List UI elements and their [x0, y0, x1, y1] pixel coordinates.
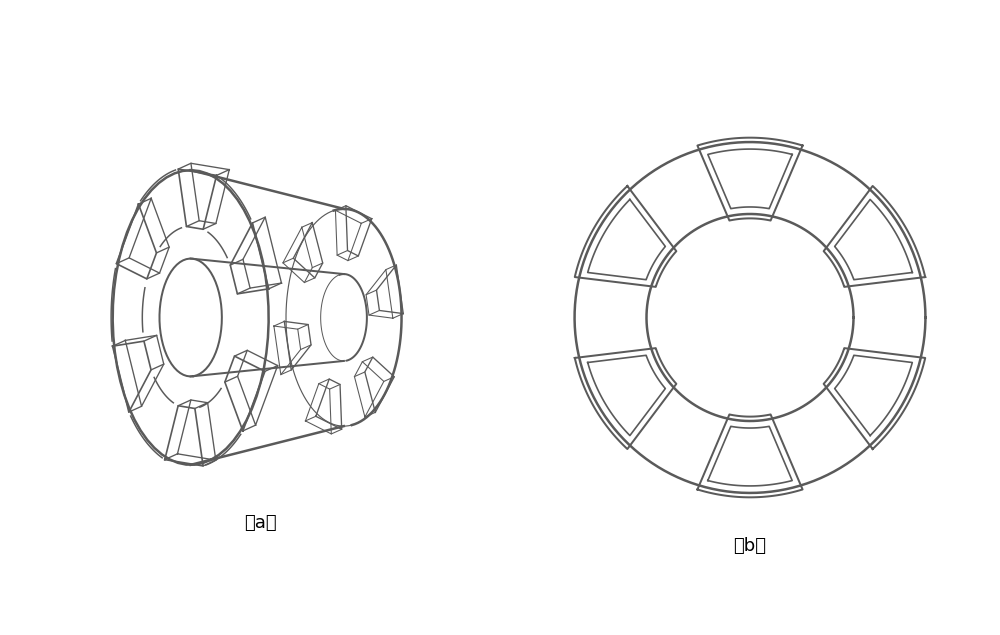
Text: （a）: （a） — [244, 514, 276, 531]
Text: （b）: （b） — [734, 537, 767, 554]
